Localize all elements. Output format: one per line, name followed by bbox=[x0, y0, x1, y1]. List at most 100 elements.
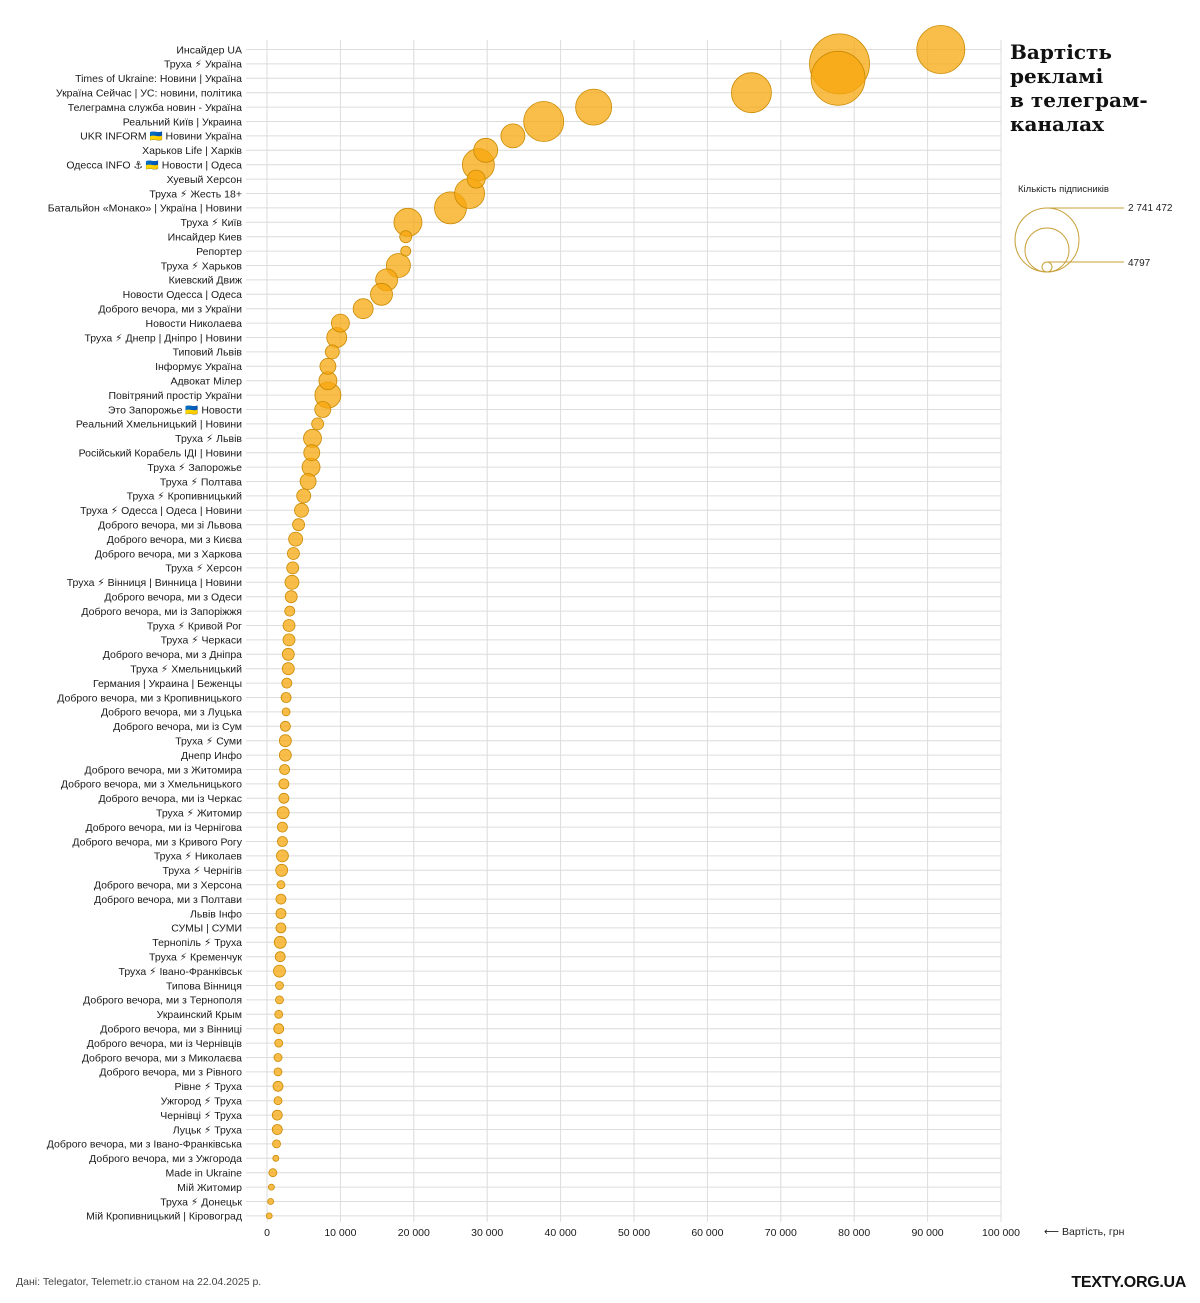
channel-label: Times of Ukraine: Новини | Україна bbox=[75, 73, 242, 85]
x-tick-label: 30 000 bbox=[471, 1227, 503, 1239]
x-tick-label: 60 000 bbox=[691, 1227, 723, 1239]
channel-bubble bbox=[299, 473, 317, 490]
channel-bubble bbox=[288, 531, 304, 547]
channel-bubble bbox=[399, 230, 413, 244]
channel-label: Доброго вечора, ми з Луцька bbox=[101, 707, 242, 719]
channel-bubble bbox=[292, 518, 305, 532]
channel-bubble bbox=[273, 935, 287, 949]
channel-label: Доброго вечора, ми з Миколаєва bbox=[82, 1052, 242, 1064]
channel-bubble bbox=[277, 821, 288, 833]
channel-bubble bbox=[275, 995, 284, 1005]
brand-logo: TEXTY.ORG.UA bbox=[1071, 1274, 1186, 1291]
channel-bubble bbox=[276, 880, 286, 890]
channel-label: Типовий Львів bbox=[173, 347, 243, 359]
channel-label: Доброго вечора, ми з Ужгорода bbox=[89, 1153, 242, 1165]
channel-bubble bbox=[282, 619, 296, 632]
legend-max-label: 2 741 472 bbox=[1128, 203, 1173, 214]
channel-bubble bbox=[284, 590, 298, 604]
channel-bubble bbox=[275, 863, 289, 877]
channel-label: Доброго вечора, ми з Кропивницького bbox=[57, 692, 242, 704]
channel-label: Типова Вінниця bbox=[166, 980, 242, 992]
channel-bubble bbox=[275, 922, 287, 934]
channel-label: Труха ⚡ Черкаси bbox=[161, 635, 243, 647]
channel-bubble bbox=[284, 605, 296, 617]
channel-label: Хуевый Херсон bbox=[167, 174, 243, 186]
x-tick-label: 40 000 bbox=[545, 1227, 577, 1239]
channel-label: Доброго вечора, ми із Чернівців bbox=[87, 1038, 243, 1050]
channel-bubble bbox=[267, 1198, 275, 1205]
channel-label: Труха ⚡ Херсон bbox=[165, 563, 242, 575]
x-tick-label: 100 000 bbox=[982, 1227, 1020, 1239]
channel-bubble bbox=[352, 298, 374, 320]
channel-bubble bbox=[731, 72, 772, 114]
channel-bubble bbox=[916, 25, 966, 74]
channel-bubble bbox=[275, 893, 287, 905]
channel-label: Доброго вечора, ми з Кривого Рогу bbox=[72, 836, 242, 848]
channel-label: Труха ⚡ Запорожье bbox=[147, 462, 242, 474]
x-axis-ticks: 0 10 000 20 000 30 000 40 000 50 000 60 000 70 … bbox=[264, 1227, 1020, 1239]
legend-circle bbox=[1041, 261, 1053, 273]
channel-label: Російський Корабель ІДІ | Новини bbox=[79, 448, 243, 460]
x-tick-label: 10 000 bbox=[324, 1227, 356, 1239]
channel-label: Труха ⚡ Днепр | Дніпро | Новини bbox=[84, 332, 242, 344]
channel-bubble bbox=[273, 1096, 283, 1106]
channel-label: Днепр Инфо bbox=[181, 750, 242, 762]
channel-bubble bbox=[278, 778, 290, 790]
channel-label: Доброго вечора, ми із Чернігова bbox=[85, 822, 242, 834]
legend-title: Кількість підписників bbox=[1018, 184, 1109, 195]
channel-label: Труха ⚡ Кропивницький bbox=[127, 491, 243, 503]
channel-label: Реальний Хмельницький | Новини bbox=[76, 419, 242, 431]
legend-circle bbox=[1024, 227, 1070, 273]
channel-bubble bbox=[273, 964, 286, 978]
channel-bubble bbox=[319, 357, 337, 375]
channel-label: Труха ⚡ Полтава bbox=[160, 476, 242, 488]
channel-label: Репортер bbox=[196, 246, 242, 258]
channel-bubble bbox=[265, 1212, 273, 1220]
channel-label: Харьков Life | Харків bbox=[142, 145, 242, 157]
channel-label: Труха ⚡ Київ bbox=[181, 217, 243, 229]
channel-label: Труха ⚡ Хмельницький bbox=[130, 664, 242, 676]
channel-bubble bbox=[279, 720, 291, 732]
channel-bubble bbox=[810, 50, 866, 106]
channel-label: Рівне ⚡ Труха bbox=[174, 1081, 242, 1093]
channel-label: Доброго вечора, ми з України bbox=[98, 304, 242, 316]
channel-label: Доброго вечора, ми з Харкова bbox=[95, 548, 242, 560]
channel-bubble bbox=[575, 88, 613, 126]
channel-label: Доброго вечора, ми з Житомира bbox=[85, 764, 243, 776]
channel-label: Труха ⚡ Вінниця | Винница | Новини bbox=[67, 577, 242, 589]
channel-label: Доброго вечора, ми із Сум bbox=[113, 721, 242, 733]
channel-label: Труха ⚡ Львів bbox=[175, 433, 242, 445]
channel-label: Труха ⚡ Николаев bbox=[154, 851, 243, 863]
channel-label: Доброго вечора, ми з Дніпра bbox=[103, 649, 242, 661]
channel-bubble bbox=[294, 502, 309, 518]
channel-label: Труха ⚡ Житомир bbox=[156, 808, 242, 820]
channel-bubble bbox=[311, 417, 325, 431]
x-tick-label: 50 000 bbox=[618, 1227, 650, 1239]
channel-label: Доброго вечора, ми із Запоріжжя bbox=[81, 606, 242, 618]
channel-label: Доброго вечора, ми з Тернополя bbox=[83, 995, 242, 1007]
channel-bubble bbox=[268, 1168, 278, 1178]
channel-bubble bbox=[272, 1080, 284, 1092]
channel-bubble bbox=[314, 401, 332, 418]
channel-bubble bbox=[296, 488, 312, 504]
channel-label: Труха ⚡ Жесть 18+ bbox=[149, 188, 242, 200]
channel-label: Это Запорожье 🇺🇦 Новости bbox=[108, 404, 242, 416]
channel-label: Труха ⚡ Івано-Франківськ bbox=[119, 966, 243, 978]
channel-label: Адвокат Мілер bbox=[171, 376, 243, 388]
x-axis-unit-label: ⟵ Вартість, грн bbox=[1044, 1226, 1125, 1238]
channel-label: Інформує Україна bbox=[155, 361, 242, 373]
channel-bubble bbox=[279, 764, 291, 775]
channel-bubble bbox=[275, 981, 284, 990]
channel-bubble bbox=[281, 677, 293, 689]
channel-bubble bbox=[324, 344, 340, 360]
channel-bubble bbox=[303, 444, 321, 462]
channel-label: Доброго вечора, ми з Вінниці bbox=[100, 1024, 242, 1036]
title-line: рекламі bbox=[1010, 64, 1104, 88]
channel-label: Львів Інфо bbox=[190, 908, 242, 920]
channel-label: СУМЫ | СУМИ bbox=[171, 923, 242, 935]
x-tick-label: 0 bbox=[264, 1227, 270, 1239]
channel-bubble bbox=[276, 849, 289, 863]
channel-label: Труха ⚡ Україна bbox=[164, 59, 242, 71]
channel-label: Ужгород ⚡ Труха bbox=[161, 1096, 242, 1108]
channel-bubble bbox=[281, 647, 295, 661]
